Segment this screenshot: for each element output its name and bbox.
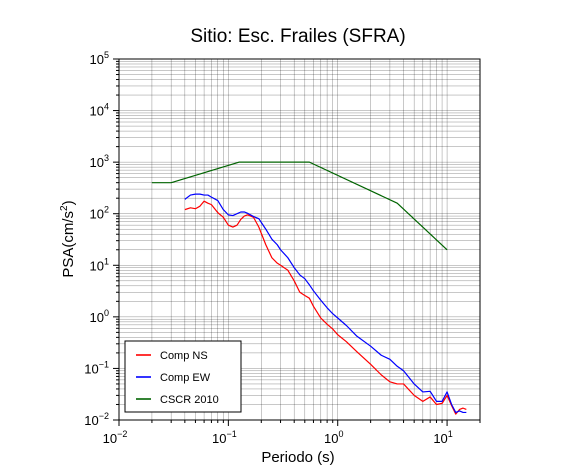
x-tick-label-base: 10	[433, 431, 447, 446]
x-tick-label-base: 10	[212, 431, 226, 446]
y-axis-label-end: )	[60, 200, 77, 205]
x-tick-labels: 10−2 10−1 100 101	[103, 429, 453, 446]
y-tick-label: 10−1	[84, 359, 109, 376]
y-tick-label-base: 10	[90, 207, 104, 222]
legend-label: Comp EW	[160, 372, 211, 384]
plot-lines	[151, 161, 467, 415]
y-tick-label: 101	[90, 256, 109, 273]
y-tick-label-base: 10	[90, 52, 104, 67]
y-tick-label-exp: 4	[104, 102, 109, 112]
x-tick-label: 100	[324, 429, 343, 446]
x-tick-label-base: 10	[324, 431, 338, 446]
y-tick-label-base: 10	[84, 361, 98, 376]
x-tick-label-base: 10	[103, 431, 117, 446]
y-tick-label: 10−2	[84, 411, 109, 428]
series-line-cscr-2010	[151, 161, 448, 251]
x-tick-label-exp: −1	[226, 429, 236, 439]
axis-ticks	[113, 58, 481, 426]
y-tick-label: 100	[90, 308, 109, 325]
plot-frame	[118, 58, 481, 421]
y-tick-label-base: 10	[90, 104, 104, 119]
series-line-comp-ns	[184, 200, 467, 415]
x-axis-label: Periodo (s)	[261, 449, 334, 466]
series-line-comp-ew	[184, 193, 467, 414]
y-tick-label-base: 10	[90, 258, 104, 273]
y-tick-label-exp: −2	[99, 411, 109, 421]
y-tick-label-exp: 2	[104, 205, 109, 215]
y-tick-label-exp: 3	[104, 153, 109, 163]
y-tick-label-exp: 1	[104, 256, 109, 266]
legend-label: CSCR 2010	[160, 394, 219, 406]
y-tick-label-base: 10	[84, 413, 98, 428]
chart-title: Sitio: Esc. Frailes (SFRA)	[190, 26, 405, 47]
y-tick-label: 103	[90, 153, 109, 170]
y-tick-label-base: 10	[90, 155, 104, 170]
y-tick-label-exp: 0	[104, 308, 109, 318]
y-axis-label-main: PSA(cm/s	[60, 211, 77, 278]
x-tick-label-exp: −2	[117, 429, 127, 439]
x-tick-label: 10−2	[103, 429, 128, 446]
y-axis-label: PSA(cm/s2)	[59, 200, 77, 277]
x-tick-label: 101	[433, 429, 452, 446]
y-tick-label-exp: −1	[99, 359, 109, 369]
x-tick-label: 10−1	[212, 429, 237, 446]
x-tick-label-exp: 1	[448, 429, 453, 439]
y-tick-label-base: 10	[90, 310, 104, 325]
y-tick-label-exp: 5	[104, 50, 109, 60]
y-tick-label: 102	[90, 205, 109, 222]
legend: Comp NS Comp EW CSCR 2010	[124, 340, 242, 413]
legend-label: Comp NS	[160, 350, 208, 362]
y-axis-label-sup: 2	[59, 205, 70, 211]
y-tick-label: 104	[90, 102, 109, 119]
x-tick-label-exp: 0	[338, 429, 343, 439]
y-tick-label: 105	[90, 50, 109, 67]
